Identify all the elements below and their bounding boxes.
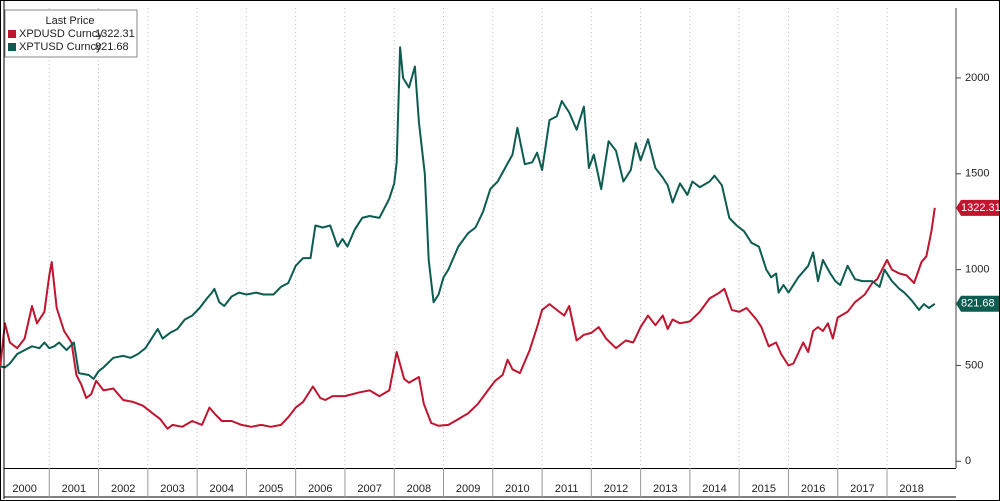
x-tick-label: 2017	[850, 483, 874, 495]
x-tick-label: 2012	[604, 483, 628, 495]
last-value-tag	[956, 295, 999, 312]
x-tick-label: 2007	[357, 483, 381, 495]
x-tick-label: 2010	[505, 483, 529, 495]
axes-layer: 2000 2001 2002 2003 2004 2005 2006 2007 2008 2009…	[3, 1, 1000, 499]
y-tick-label: 500	[965, 359, 983, 371]
series-line	[0, 46, 936, 380]
x-tick-label: 2015	[752, 483, 776, 495]
x-tick-label: 2001	[62, 483, 86, 495]
x-tick-label: 2003	[160, 483, 184, 495]
last-value-label: 1322.31	[961, 202, 1000, 214]
x-tick-label: 2000	[12, 483, 36, 495]
legend-value: 821.68	[95, 41, 129, 53]
x-tick-label: 2002	[111, 483, 135, 495]
x-tick-label: 2016	[801, 483, 825, 495]
legend-swatch	[8, 30, 16, 38]
x-tick-label: 2005	[259, 483, 283, 495]
series-line	[0, 207, 936, 430]
lines-layer	[0, 46, 936, 430]
x-tick-label: 2014	[702, 483, 726, 495]
legend-value: 1322.31	[95, 28, 135, 40]
y-tick-label: 1500	[965, 168, 989, 180]
y-tick-label: 0	[965, 455, 971, 467]
x-tick-label: 2006	[308, 483, 332, 495]
legend-box	[4, 9, 138, 58]
x-tick-label: 2018	[899, 483, 923, 495]
legend-swatch	[8, 43, 16, 51]
x-tick-label: 2008	[407, 483, 431, 495]
legend-label: XPTUSD Curncy	[19, 41, 102, 53]
x-tick-label: 2013	[653, 483, 677, 495]
y-tick-label: 2000	[965, 72, 989, 84]
y-tick-label: 1000	[965, 264, 989, 276]
x-tick-label: 2009	[456, 483, 480, 495]
last-value-tag	[956, 199, 999, 216]
grid-layer	[48, 8, 888, 468]
x-tick-label: 2004	[210, 483, 234, 495]
legend-label: XPDUSD Curncy	[19, 28, 103, 40]
x-tick-label: 2011	[555, 483, 579, 495]
last-value-label: 821.68	[961, 298, 995, 310]
legend-title: Last Price	[46, 15, 95, 27]
